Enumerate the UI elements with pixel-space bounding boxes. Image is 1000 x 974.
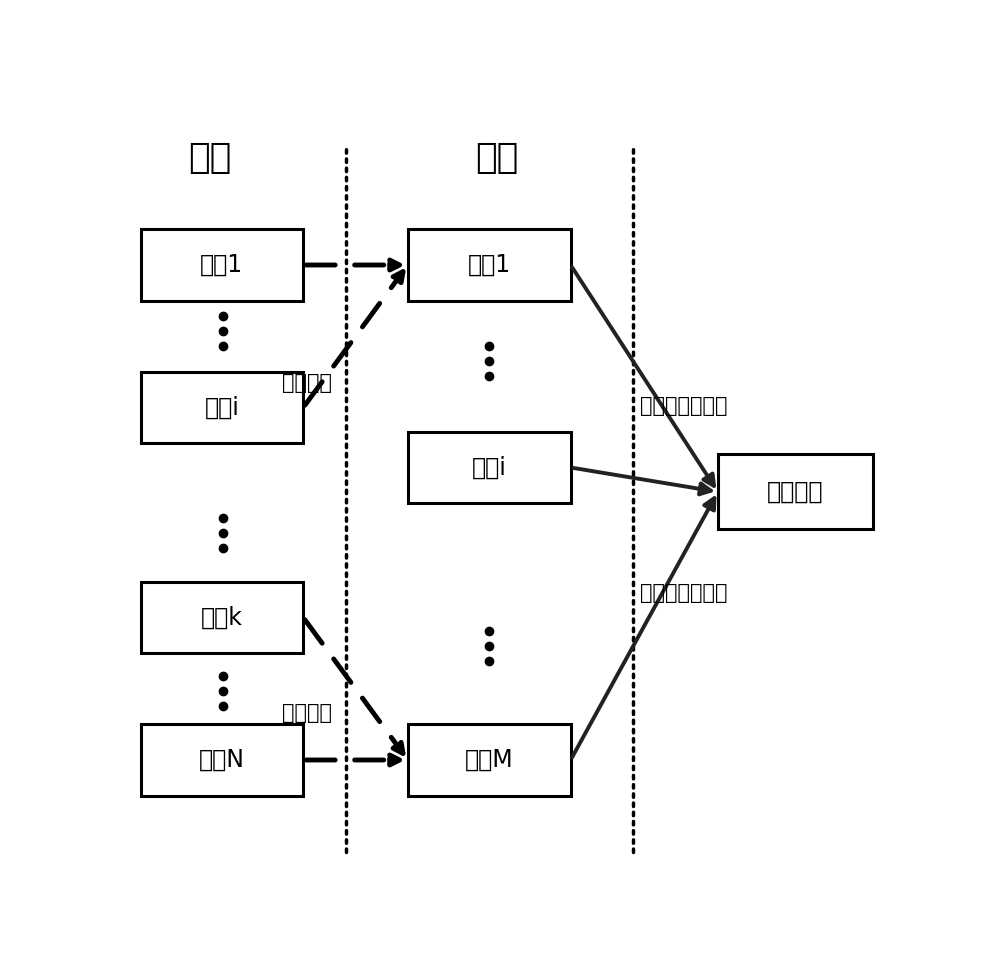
Text: 无线光通信链路: 无线光通信链路 — [640, 583, 728, 603]
Bar — [140, 229, 303, 301]
Text: 用户i: 用户i — [204, 395, 239, 420]
Text: 用户N: 用户N — [199, 748, 245, 772]
Bar — [718, 454, 873, 529]
Bar — [408, 229, 571, 301]
Text: 中继i: 中继i — [472, 456, 507, 479]
Text: 射频链路: 射频链路 — [282, 373, 332, 393]
Text: 中继: 中继 — [475, 141, 519, 175]
Text: 射频链路: 射频链路 — [282, 703, 332, 723]
Text: 中继M: 中继M — [465, 748, 514, 772]
Bar — [408, 431, 571, 504]
Text: 用户: 用户 — [189, 141, 232, 175]
Text: 无线光通信链路: 无线光通信链路 — [640, 395, 728, 416]
Text: 中心节点: 中心节点 — [767, 480, 824, 504]
Text: 中继1: 中继1 — [468, 253, 511, 277]
Bar — [140, 581, 303, 654]
Text: 用户1: 用户1 — [200, 253, 243, 277]
Bar — [140, 372, 303, 443]
Bar — [408, 725, 571, 796]
Bar — [140, 725, 303, 796]
Text: 用户k: 用户k — [201, 606, 243, 629]
